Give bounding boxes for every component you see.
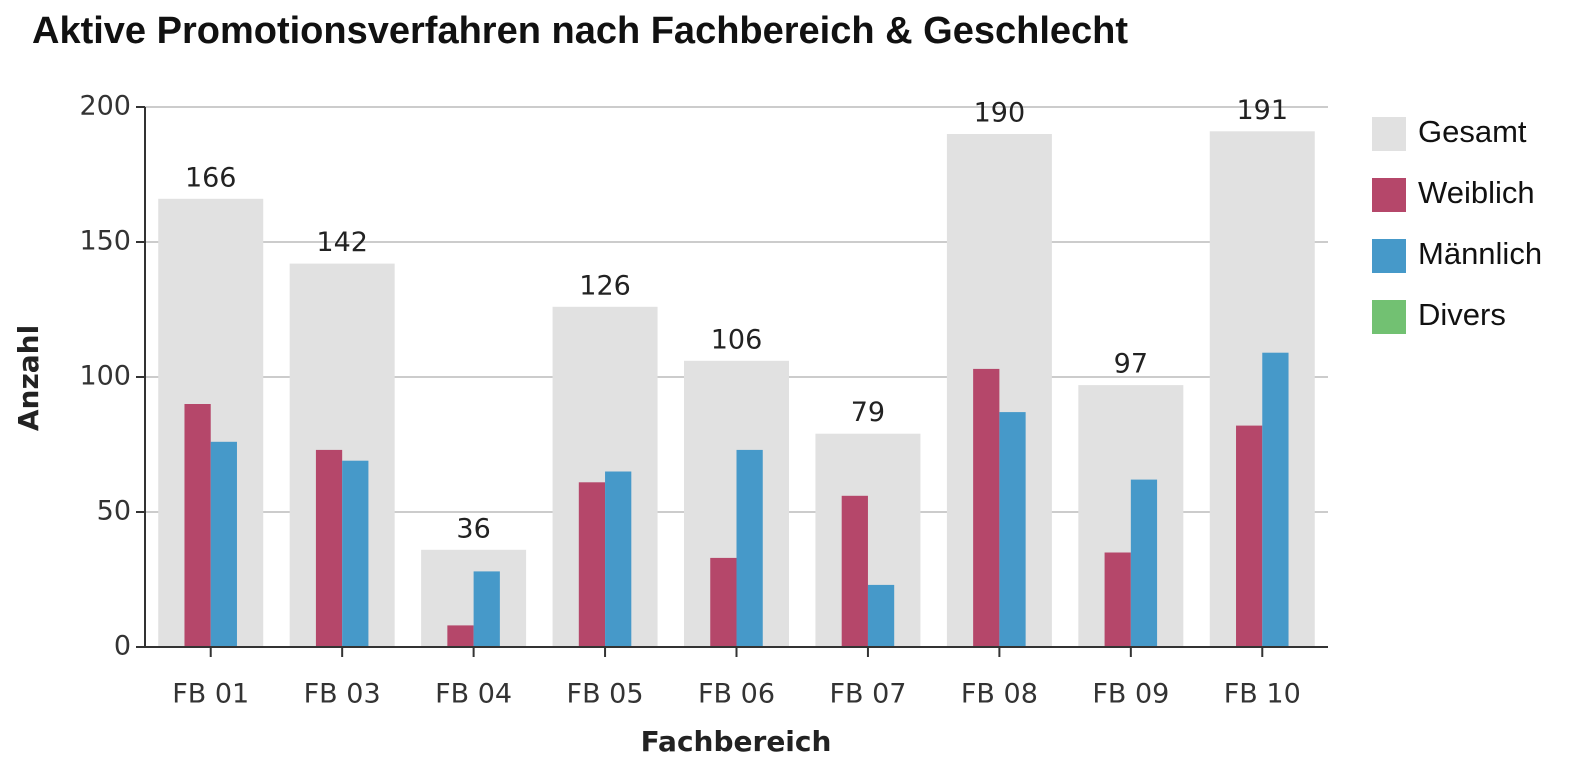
x-tick-label: FB 08	[961, 679, 1038, 710]
value-label: 97	[1114, 349, 1148, 380]
x-tick-label: FB 05	[567, 679, 644, 710]
x-tick-label: FB 07	[829, 679, 906, 710]
y-tick-label: 100	[79, 361, 131, 392]
bar	[447, 625, 474, 647]
x-tick-label: FB 03	[304, 679, 381, 710]
value-label: 36	[456, 513, 490, 544]
legend-swatch	[1372, 239, 1406, 273]
bar	[315, 449, 343, 647]
x-tick-label: FB 10	[1224, 679, 1301, 710]
bar	[1130, 479, 1158, 647]
y-tick-label: 200	[79, 91, 131, 122]
legend-label: Männlich	[1418, 236, 1542, 271]
bar	[605, 471, 632, 647]
legend-swatch	[1372, 117, 1406, 151]
bar	[342, 460, 369, 647]
x-tick-label: FB 09	[1092, 679, 1169, 710]
bar	[867, 584, 895, 647]
legend-swatch	[1372, 178, 1406, 212]
bar	[841, 495, 868, 647]
legend-label: Gesamt	[1418, 114, 1527, 149]
y-axis-label: Anzahl	[12, 325, 45, 431]
value-label: 79	[851, 397, 885, 428]
bar	[1236, 425, 1263, 647]
bar	[578, 482, 606, 647]
value-label: 166	[185, 162, 237, 193]
value-label: 106	[711, 324, 763, 355]
bar	[736, 449, 763, 647]
x-tick-label: FB 01	[172, 679, 249, 710]
legend-label: Weiblich	[1418, 175, 1535, 210]
chart-title: Aktive Promotionsverfahren nach Fachbere…	[32, 10, 1128, 52]
bar	[184, 404, 211, 647]
x-tick-label: FB 04	[435, 679, 512, 710]
legend-swatch	[1372, 300, 1406, 334]
bar	[999, 412, 1026, 647]
y-tick-label: 50	[97, 496, 131, 527]
x-tick-label: FB 06	[698, 679, 775, 710]
y-tick-label: 0	[114, 631, 131, 662]
value-label: 190	[974, 98, 1026, 129]
bar	[1262, 352, 1289, 647]
legend-label: Divers	[1418, 297, 1506, 332]
x-axis-label: Fachbereich	[641, 725, 832, 758]
bar	[473, 571, 500, 647]
value-label: 126	[579, 270, 631, 301]
value-label: 142	[316, 227, 368, 258]
value-label: 191	[1237, 95, 1289, 126]
bar	[210, 441, 237, 647]
bar	[973, 368, 1000, 647]
y-tick-label: 150	[79, 226, 131, 257]
bar	[710, 557, 737, 647]
bar	[1104, 552, 1131, 647]
